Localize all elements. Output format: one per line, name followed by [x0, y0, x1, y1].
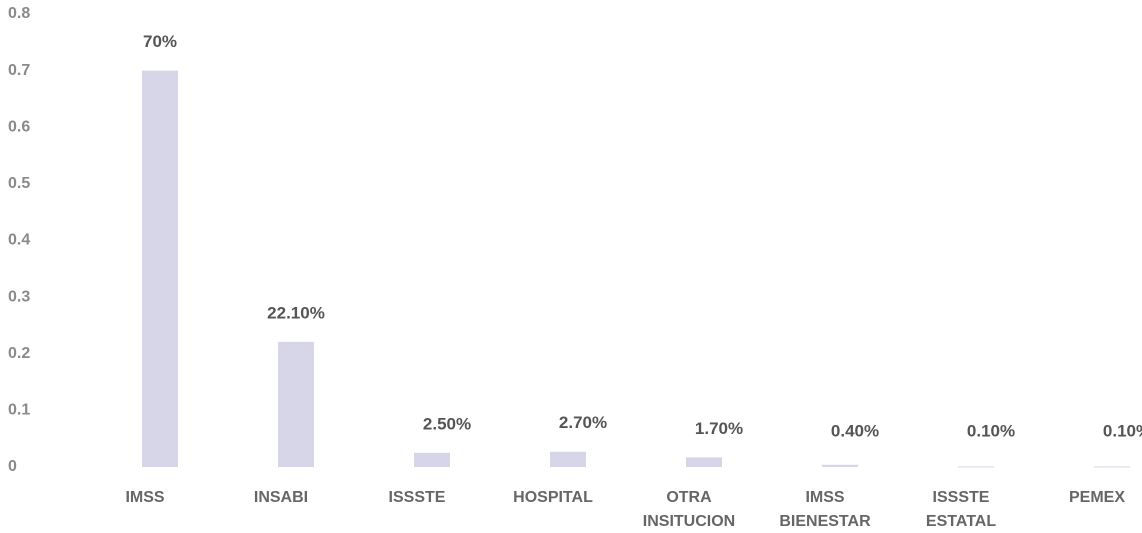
value-label: 22.10%: [267, 303, 325, 322]
x-tick-label: HOSPITAL: [513, 489, 593, 506]
x-tick-label: PEMEX: [1068, 489, 1125, 506]
value-label: 0.10%: [1103, 421, 1142, 440]
bar: [550, 451, 586, 467]
value-label: 2.70%: [559, 413, 607, 432]
value-label: 0.40%: [831, 421, 879, 440]
x-tick-label: IMSS: [125, 489, 165, 506]
value-label: 2.50%: [423, 414, 471, 433]
bar: [142, 70, 178, 467]
y-tick-label: 0.4: [8, 232, 30, 249]
value-label: 0.10%: [967, 421, 1015, 440]
x-tick-label: ISSSTE: [388, 489, 446, 506]
value-label: 70%: [143, 32, 177, 51]
y-tick-label: 0.5: [8, 175, 30, 192]
value-label: 1.70%: [695, 419, 743, 438]
bar: [822, 464, 858, 467]
y-tick-label: 0.2: [8, 345, 30, 362]
y-tick-label: 0.7: [8, 62, 30, 79]
x-tick-label: INSABI: [253, 489, 309, 506]
y-tick-label: 0.3: [8, 288, 30, 305]
bar: [686, 457, 722, 467]
x-tick-label: IMSS BIENESTAR: [779, 489, 871, 530]
y-tick-label: 0.6: [8, 118, 30, 135]
bar: [414, 452, 450, 467]
bar: [1094, 466, 1130, 468]
x-tick-label: ISSSTE ESTATAL: [925, 489, 997, 530]
y-tick-label: 0.1: [8, 402, 30, 419]
y-tick-label: 0.8: [8, 5, 30, 22]
bar: [958, 466, 994, 468]
bar: [278, 341, 314, 467]
x-tick-label: OTRA INSITUCION: [642, 489, 736, 530]
y-tick-label: 0: [8, 458, 17, 475]
